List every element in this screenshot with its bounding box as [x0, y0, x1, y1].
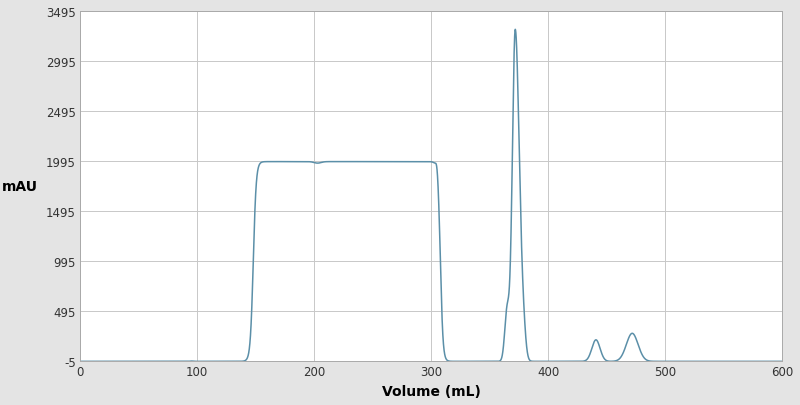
Y-axis label: mAU: mAU	[2, 180, 38, 194]
X-axis label: Volume (mL): Volume (mL)	[382, 384, 481, 398]
